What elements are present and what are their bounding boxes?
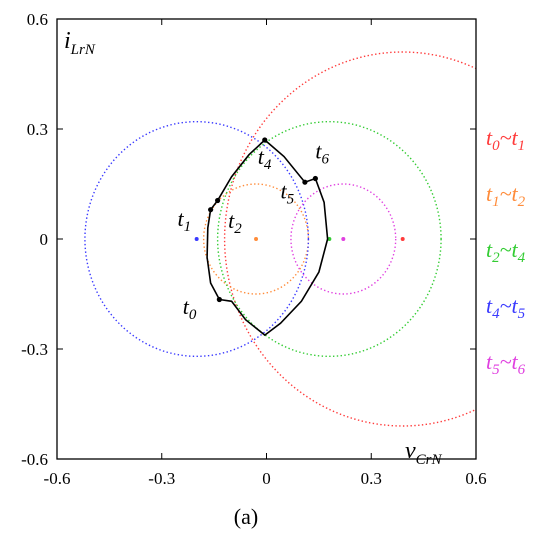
plot-frame — [56, 18, 477, 460]
circle-center-5 — [341, 237, 346, 241]
legend-entry-5: t5~t6 — [486, 349, 526, 378]
point-label-t4: t4 — [258, 144, 272, 173]
legend-entry-1: t0~t1 — [486, 125, 525, 154]
legend-entry-4: t4~t5 — [486, 293, 526, 322]
x-tick-label-4: 0.3 — [361, 469, 382, 488]
y-tick-label-2: -0.3 — [21, 340, 48, 359]
point-t6 — [312, 175, 318, 182]
y-tick-label-4: 0.3 — [27, 120, 48, 139]
y-tick-label-1: -0.6 — [21, 450, 48, 469]
legend-entry-3: t2~t4 — [486, 237, 526, 266]
circle-5 — [290, 183, 397, 295]
figure-caption: (a) — [234, 504, 258, 529]
circle-1 — [223, 51, 476, 427]
x-tick-label-5: 0.6 — [465, 469, 486, 488]
point-t1 — [208, 207, 214, 213]
y-axis-label: iLrN — [64, 28, 96, 58]
circle-center-4 — [194, 237, 199, 241]
y-tick-label-3: 0 — [40, 230, 49, 249]
legend-entry-2: t1~t2 — [486, 181, 526, 210]
point-layer: t0 t1 t2 t4 t5 t6 — [177, 137, 330, 323]
x-tick-label-1: -0.6 — [44, 469, 71, 488]
x-tick-label-2: -0.3 — [148, 469, 175, 488]
circle-center-2 — [254, 237, 259, 241]
point-t0 — [216, 296, 222, 303]
x-tick-label-3: 0 — [262, 469, 271, 488]
point-t4 — [262, 137, 268, 143]
point-label-t5: t5 — [280, 179, 294, 208]
point-label-t6: t6 — [315, 138, 329, 167]
circle-center-layer — [194, 237, 405, 241]
point-t2 — [215, 197, 221, 204]
circle-4 — [84, 120, 310, 358]
circle-center-3 — [327, 237, 332, 241]
tick-layer: -0.6 -0.3 0 0.3 0.6 -0.6 -0.3 0 0.3 0.6 — [21, 10, 487, 488]
y-tick-label-5: 0.6 — [27, 10, 48, 29]
x-axis-label: vCrN — [405, 438, 442, 468]
circle-center-1 — [400, 237, 405, 241]
point-label-t1: t1 — [177, 206, 191, 235]
point-t5 — [302, 179, 308, 185]
circle-3 — [216, 120, 442, 358]
circle-layer — [84, 51, 476, 427]
legend: t0~t1 t1~t2 t2~t4 t4~t5 t5~t6 — [486, 125, 526, 378]
point-label-t0: t0 — [183, 294, 197, 323]
point-label-t2: t2 — [228, 208, 242, 237]
